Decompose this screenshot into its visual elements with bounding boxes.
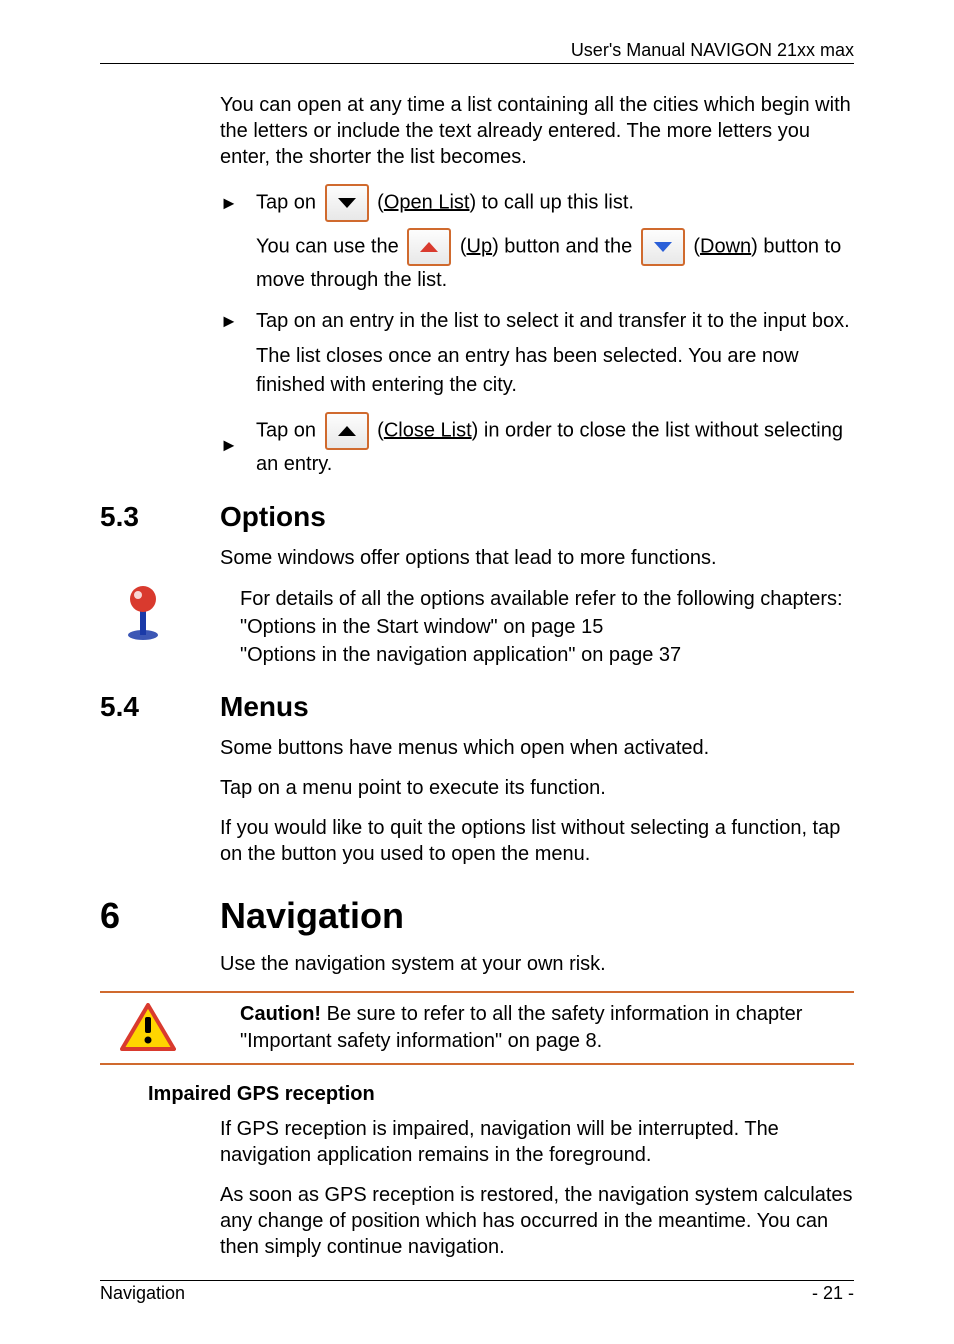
menus-p2: Tap on a menu point to execute its funct… (220, 775, 854, 801)
menus-p3: If you would like to quit the options li… (220, 815, 854, 867)
open-list-link: Open List (384, 191, 470, 213)
close-list-icon (325, 412, 369, 450)
bullet-open-list: Tap on (Open List) to call up this list. (256, 184, 854, 222)
text: ( (377, 419, 384, 441)
section-title-options: Options (220, 501, 326, 533)
down-link: Down (700, 235, 751, 257)
bullet-close-list: Tap on (Close List) in order to close th… (256, 412, 854, 479)
bullet-marker: ► (220, 311, 256, 332)
text: ( (460, 235, 467, 257)
options-info-3: "Options in the navigation application" … (240, 641, 854, 669)
caution-icon (120, 1003, 176, 1053)
text: Tap on (256, 419, 322, 441)
chapter-title-navigation: Navigation (220, 895, 404, 937)
text: You can use the (256, 235, 399, 257)
text: Tap on (256, 191, 322, 213)
text: ( (693, 235, 700, 257)
up-icon (407, 228, 451, 266)
text: ) to call up this list. (469, 191, 634, 213)
text: ) button and the (492, 235, 632, 257)
close-list-link: Close List (384, 419, 472, 441)
chapter-number: 6 (100, 895, 220, 937)
sub-up-down: You can use the (Up) button and the (Dow… (256, 228, 854, 295)
intro-paragraph: You can open at any time a list containi… (220, 92, 854, 170)
down-icon (641, 228, 685, 266)
gps-heading: Impaired GPS reception (148, 1083, 854, 1106)
nav-p1: Use the navigation system at your own ri… (220, 951, 854, 977)
options-info-2: "Options in the Start window" on page 15 (240, 613, 854, 641)
caution-text: Caution! Be sure to refer to all the saf… (240, 1001, 854, 1055)
footer-right: - 21 - (812, 1283, 854, 1304)
open-list-icon (325, 184, 369, 222)
bullet-tap-entry: Tap on an entry in the list to select it… (256, 307, 854, 336)
section-number: 5.4 (100, 691, 220, 723)
options-p1: Some windows offer options that lead to … (220, 545, 854, 571)
gps-p2: As soon as GPS reception is restored, th… (220, 1182, 854, 1260)
bullet-tap-entry-cont: The list closes once an entry has been s… (256, 342, 854, 400)
bullet-marker: ► (220, 193, 256, 214)
up-link: Up (467, 235, 493, 257)
options-info-1: For details of all the options available… (240, 585, 854, 613)
text: ( (377, 191, 384, 213)
page-header: User's Manual NAVIGON 21xx max (100, 40, 854, 64)
info-pin-icon (120, 585, 166, 641)
section-number: 5.3 (100, 501, 220, 533)
footer-left: Navigation (100, 1283, 185, 1304)
caution-body: Be sure to refer to all the safety infor… (240, 1003, 802, 1052)
section-title-menus: Menus (220, 691, 309, 723)
bullet-marker: ► (220, 435, 256, 456)
menus-p1: Some buttons have menus which open when … (220, 735, 854, 761)
gps-p1: If GPS reception is impaired, navigation… (220, 1116, 854, 1168)
caution-label: Caution! (240, 1003, 321, 1025)
